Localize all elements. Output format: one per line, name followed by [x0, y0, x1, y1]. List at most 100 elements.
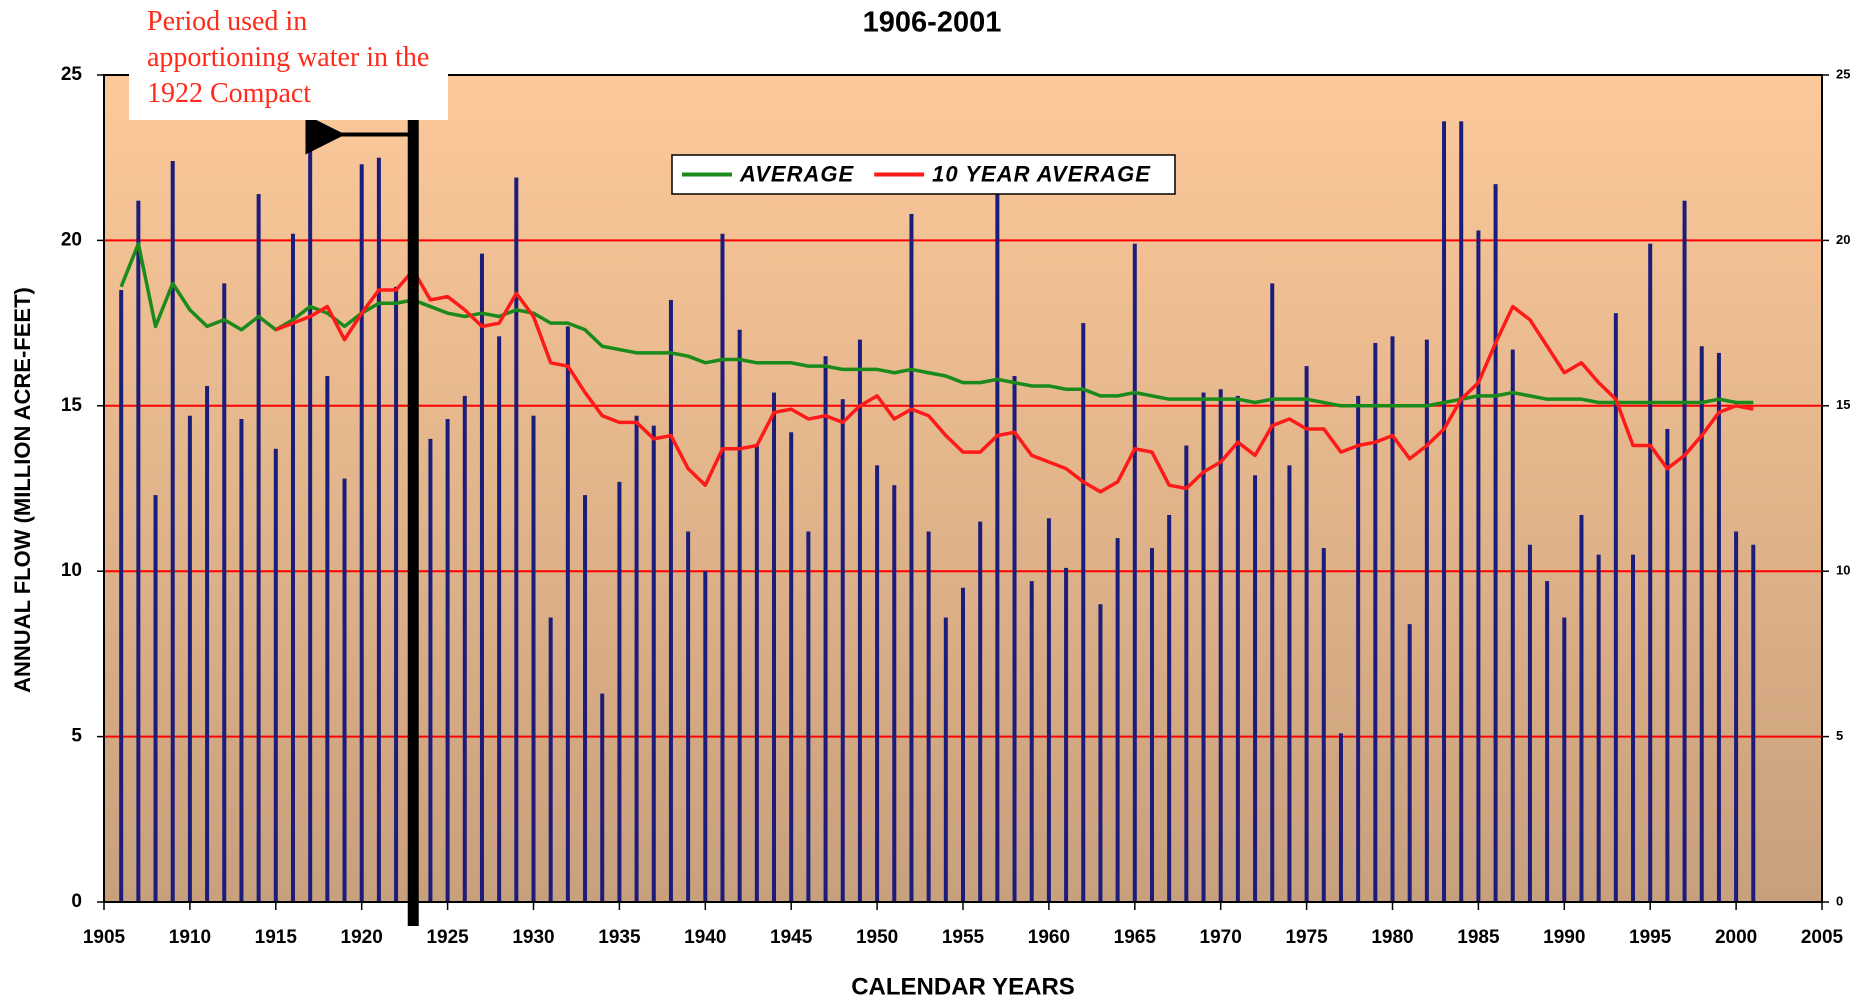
- bar: [531, 415, 536, 902]
- bar: [1046, 518, 1051, 902]
- bar: [668, 299, 673, 903]
- bar: [1665, 428, 1670, 902]
- x-tick-label: 1965: [1114, 927, 1157, 948]
- bar: [703, 571, 708, 902]
- bar: [1012, 376, 1017, 902]
- bar: [1699, 346, 1704, 903]
- bar: [1751, 544, 1756, 902]
- bar: [720, 233, 725, 902]
- bar: [273, 448, 278, 902]
- bar: [823, 356, 828, 902]
- x-tick-label: 2000: [1715, 927, 1757, 948]
- bar: [170, 161, 175, 902]
- bar: [995, 187, 1000, 903]
- bar: [1476, 230, 1481, 902]
- x-tick-label: 1940: [684, 927, 726, 948]
- bar: [342, 478, 347, 902]
- bar: [497, 336, 502, 902]
- bar: [1510, 349, 1515, 903]
- bar: [1338, 733, 1343, 902]
- bar: [325, 376, 330, 902]
- bar: [1579, 514, 1584, 902]
- bar: [909, 213, 914, 902]
- bar: [376, 157, 381, 902]
- bar: [1201, 392, 1206, 902]
- x-tick-label: 1925: [426, 927, 469, 948]
- line: [275, 268, 1754, 494]
- bar: [136, 200, 141, 903]
- bar: [583, 495, 588, 902]
- line: [119, 241, 1754, 408]
- bar: [961, 587, 965, 902]
- bar: [1390, 336, 1395, 902]
- bar: [445, 419, 450, 902]
- bar: [1235, 395, 1240, 902]
- y2-tick-label: 25: [1836, 66, 1850, 81]
- bar: [308, 144, 313, 902]
- x-tick-label: 1915: [255, 927, 298, 948]
- y-tick-label: 0: [71, 891, 82, 912]
- bar: [840, 399, 845, 902]
- bar: [479, 253, 484, 902]
- x-tick-label: 1970: [1200, 927, 1242, 948]
- y-tick-label: 20: [61, 229, 82, 250]
- x-tick-label: 1950: [856, 927, 898, 948]
- bar: [514, 177, 519, 903]
- bar: [754, 445, 759, 902]
- bar: [1545, 581, 1550, 902]
- annotation: Period used in apportioning water in the…: [129, 0, 448, 120]
- bar: [548, 617, 553, 902]
- bar: [1098, 604, 1103, 902]
- bar: [1562, 617, 1567, 902]
- bar: [1734, 531, 1739, 902]
- bar: [1253, 475, 1258, 902]
- x-tick-label: 2005: [1801, 927, 1844, 948]
- y-tick-label: 5: [71, 726, 82, 747]
- y-axis-label: ANNUAL FLOW (MILLION ACRE-FEET): [10, 287, 35, 693]
- bar: [290, 233, 295, 902]
- bar: [617, 481, 622, 902]
- bar: [875, 465, 880, 902]
- bar: [1167, 514, 1172, 902]
- bar: [1356, 395, 1361, 902]
- bar: [119, 290, 124, 902]
- x-axis-label: CALENDAR YEARS: [851, 973, 1075, 1000]
- bar: [428, 438, 433, 902]
- bar: [1184, 445, 1189, 902]
- bar: [222, 283, 227, 902]
- bar: [772, 392, 777, 902]
- plot-border: [103, 74, 1823, 903]
- bar: [1029, 581, 1034, 902]
- x-tick-label: 1910: [169, 927, 211, 948]
- y2-tick-label: 20: [1836, 232, 1850, 247]
- bar: [1424, 339, 1429, 902]
- x-tick-label: 1945: [770, 927, 813, 948]
- bar: [1321, 548, 1326, 902]
- bar: [1081, 323, 1086, 903]
- bar: [1459, 121, 1464, 902]
- bar: [943, 617, 948, 902]
- bar: [1493, 184, 1498, 902]
- y2-tick-label: 0: [1836, 893, 1843, 908]
- y2-tick-label: 10: [1836, 563, 1850, 578]
- x-tick-label: 1975: [1285, 927, 1328, 948]
- bar: [1064, 567, 1069, 902]
- bar: [1115, 538, 1120, 902]
- bar: [1407, 624, 1412, 902]
- bar: [1287, 465, 1292, 902]
- x-tick-label: 1990: [1543, 927, 1585, 948]
- bar: [926, 531, 931, 902]
- bar: [1682, 200, 1687, 903]
- bar: [565, 326, 570, 903]
- bar: [1631, 554, 1636, 902]
- bar: [153, 495, 158, 902]
- x-tick-label: 1930: [512, 927, 554, 948]
- bar: [1373, 342, 1378, 902]
- bar: [1442, 121, 1447, 902]
- x-tick-label: 1920: [341, 927, 383, 948]
- bar: [806, 531, 811, 902]
- y-tick-label: 10: [61, 560, 82, 581]
- bar: [1132, 243, 1137, 902]
